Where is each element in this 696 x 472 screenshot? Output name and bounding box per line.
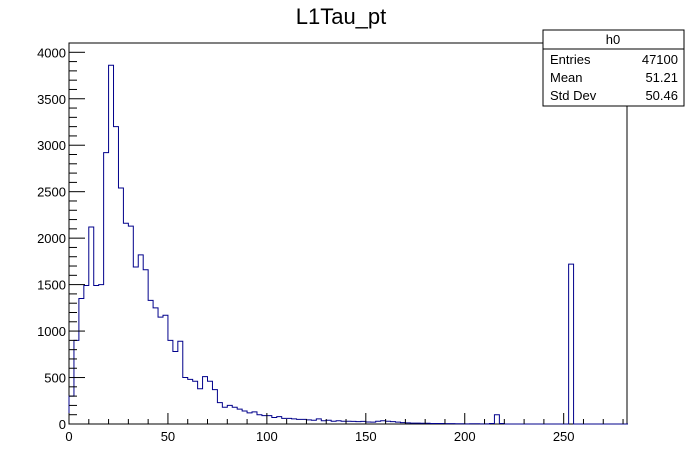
stats-box: h0 Entries 47100 Mean 51.21 Std Dev 50.4… <box>542 29 685 107</box>
histogram-bin <box>212 390 217 424</box>
histogram-bin <box>287 418 292 424</box>
histogram-bin <box>282 418 287 424</box>
histogram-bin <box>104 153 109 424</box>
y-tick-label: 3000 <box>37 138 66 153</box>
histogram-bin <box>173 352 178 424</box>
histogram-bin <box>494 415 499 424</box>
y-tick-label: 2000 <box>37 231 66 246</box>
histogram-bin <box>569 264 574 424</box>
chart-title: L1Tau_pt <box>296 4 387 29</box>
histogram-bin <box>302 419 307 424</box>
x-tick-label: 250 <box>553 429 575 444</box>
histogram-outline <box>68 64 628 425</box>
histogram-bin <box>326 420 331 424</box>
histogram-bin <box>133 267 138 424</box>
histogram-bin <box>138 255 143 424</box>
histogram-bin <box>74 340 79 424</box>
histogram-bin <box>208 381 213 424</box>
x-tick-label: 150 <box>355 429 377 444</box>
histogram-bin <box>94 286 99 424</box>
histogram-bin <box>163 315 168 424</box>
histogram-bin <box>267 416 272 424</box>
histogram-bin <box>297 419 302 424</box>
stats-mean-label: Mean <box>550 70 583 85</box>
histogram-bin <box>153 308 158 424</box>
histogram-bin <box>118 188 123 424</box>
histogram-bin <box>232 407 237 424</box>
histogram-bin <box>252 412 257 424</box>
y-tick-label: 3500 <box>37 92 66 107</box>
histogram-bin <box>109 65 114 424</box>
histogram-bin <box>69 396 74 424</box>
histogram-bin <box>188 379 193 424</box>
histogram-bin <box>272 417 277 424</box>
histogram-bin <box>114 127 119 424</box>
x-tick-label: 100 <box>256 429 278 444</box>
histogram-bin <box>247 413 252 424</box>
y-tick-label: 0 <box>59 417 66 432</box>
x-tick-label: 0 <box>65 429 72 444</box>
histogram-bin <box>99 285 104 424</box>
histogram-bin <box>123 223 128 424</box>
histogram-bin <box>128 226 133 424</box>
x-tick-label: 200 <box>454 429 476 444</box>
histogram-bin <box>89 227 94 424</box>
x-tick-label: 50 <box>161 429 175 444</box>
y-tick-label: 4000 <box>37 45 66 60</box>
histogram-bin <box>158 317 163 424</box>
histogram-bin <box>79 299 84 424</box>
y-tick-label: 1000 <box>37 324 66 339</box>
histogram-bin <box>277 417 282 424</box>
stats-entries-label: Entries <box>550 52 591 67</box>
y-tick-label: 1500 <box>37 278 66 293</box>
histogram-bin <box>311 420 316 424</box>
histogram-bin <box>148 300 153 424</box>
stats-stddev-label: Std Dev <box>550 88 597 103</box>
plot-frame <box>68 42 628 425</box>
histogram-bin <box>203 377 208 424</box>
histogram-bin <box>257 415 262 424</box>
histogram-bin <box>227 405 232 424</box>
histogram-bin <box>242 411 247 424</box>
stats-box-frame <box>542 29 685 107</box>
y-tick-label: 2500 <box>37 185 66 200</box>
histogram-bin <box>193 381 198 424</box>
histogram-bin <box>292 419 297 424</box>
histogram-bin <box>306 420 311 424</box>
histogram-bin <box>262 416 267 424</box>
histogram-bin <box>222 407 227 424</box>
histogram-bin <box>183 378 188 424</box>
histogram-bin <box>316 419 321 424</box>
histogram-bin <box>143 270 148 424</box>
stats-mean-value: 51.21 <box>645 70 678 85</box>
stats-stddev-value: 50.46 <box>645 88 678 103</box>
histogram-bin <box>178 341 183 424</box>
histogram-bin <box>217 403 222 424</box>
histogram-bin <box>237 409 242 424</box>
stats-box-title: h0 <box>606 32 620 47</box>
histogram-bin <box>84 286 89 424</box>
histogram-bin <box>168 340 173 424</box>
y-tick-label: 500 <box>44 371 66 386</box>
stats-entries-value: 47100 <box>642 52 678 67</box>
histogram-bin <box>198 389 203 424</box>
